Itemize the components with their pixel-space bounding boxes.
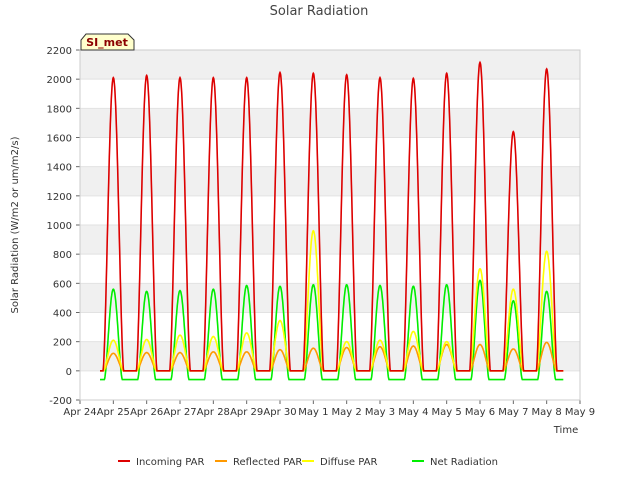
- y-axis-ticks: -200 0 200 400 600 800 1000 1200 1400 1600 1800 200…: [47, 46, 80, 407]
- x-axis-label: Time: [553, 425, 578, 436]
- y-tick-label: 2200: [47, 46, 72, 57]
- y-axis-label: Solar Radiation (W/m2 or um/m2/s): [10, 136, 21, 313]
- series-line-net-radiation: [100, 279, 564, 381]
- station-tag-label: SI_met: [86, 36, 128, 49]
- chart-title: Solar Radiation: [270, 4, 369, 19]
- y-tick-label: 200: [53, 338, 72, 349]
- legend-label: Reflected PAR: [233, 457, 302, 468]
- x-tick-label: Apr 26: [130, 407, 163, 418]
- y-tick-label: 800: [53, 250, 72, 261]
- x-tick-label: Apr 29: [230, 407, 263, 418]
- y-tick-label: 1800: [47, 104, 72, 115]
- grid-band: [80, 341, 580, 371]
- x-tick-label: May 7: [498, 407, 528, 418]
- series-line-incoming-par: [100, 60, 564, 372]
- y-tick-label: 1200: [47, 192, 72, 203]
- x-tick-label: Apr 25: [97, 407, 130, 418]
- x-tick-label: May 3: [365, 407, 395, 418]
- grid-band: [80, 166, 580, 196]
- x-tick-label: May 6: [465, 407, 495, 418]
- x-tick-label: Apr 28: [197, 407, 230, 418]
- legend: Incoming PAR Reflected PAR Diffuse PAR Net …: [118, 457, 498, 468]
- y-tick-label: 1600: [47, 134, 72, 145]
- x-tick-label: May 8: [532, 407, 562, 418]
- y-tick-label: 400: [53, 309, 72, 320]
- y-tick-label: 2000: [47, 75, 72, 86]
- x-tick-label: May 2: [332, 407, 362, 418]
- series-lines: [100, 60, 564, 381]
- x-tick-label: May 4: [398, 407, 428, 418]
- grid-band: [80, 283, 580, 313]
- legend-label: Diffuse PAR: [320, 457, 377, 468]
- x-tick-label: May 1: [298, 407, 328, 418]
- y-tick-label: 1400: [47, 163, 72, 174]
- grid-band: [80, 108, 580, 138]
- grid-band: [80, 50, 580, 80]
- x-tick-label: May 5: [432, 407, 462, 418]
- y-tick-label: 600: [53, 279, 72, 290]
- x-tick-label: Apr 24: [63, 407, 96, 418]
- plot-frame: [79, 49, 581, 401]
- station-tag: SI_met: [80, 33, 135, 51]
- y-tick-label: 1000: [47, 221, 72, 232]
- x-tick-label: Apr 27: [163, 407, 196, 418]
- x-axis-ticks: Apr 24 Apr 25 Apr 26 Apr 27 Apr 28 Apr 29 Apr …: [63, 400, 595, 418]
- y-tick-label: 0: [66, 367, 72, 378]
- legend-label: Incoming PAR: [136, 457, 205, 468]
- grid-bands: [80, 49, 580, 401]
- x-tick-label: May 9: [565, 407, 595, 418]
- x-tick-label: Apr 30: [263, 407, 296, 418]
- grid-band: [80, 225, 580, 255]
- legend-label: Net Radiation: [430, 457, 498, 468]
- y-tick-label: -200: [49, 396, 72, 407]
